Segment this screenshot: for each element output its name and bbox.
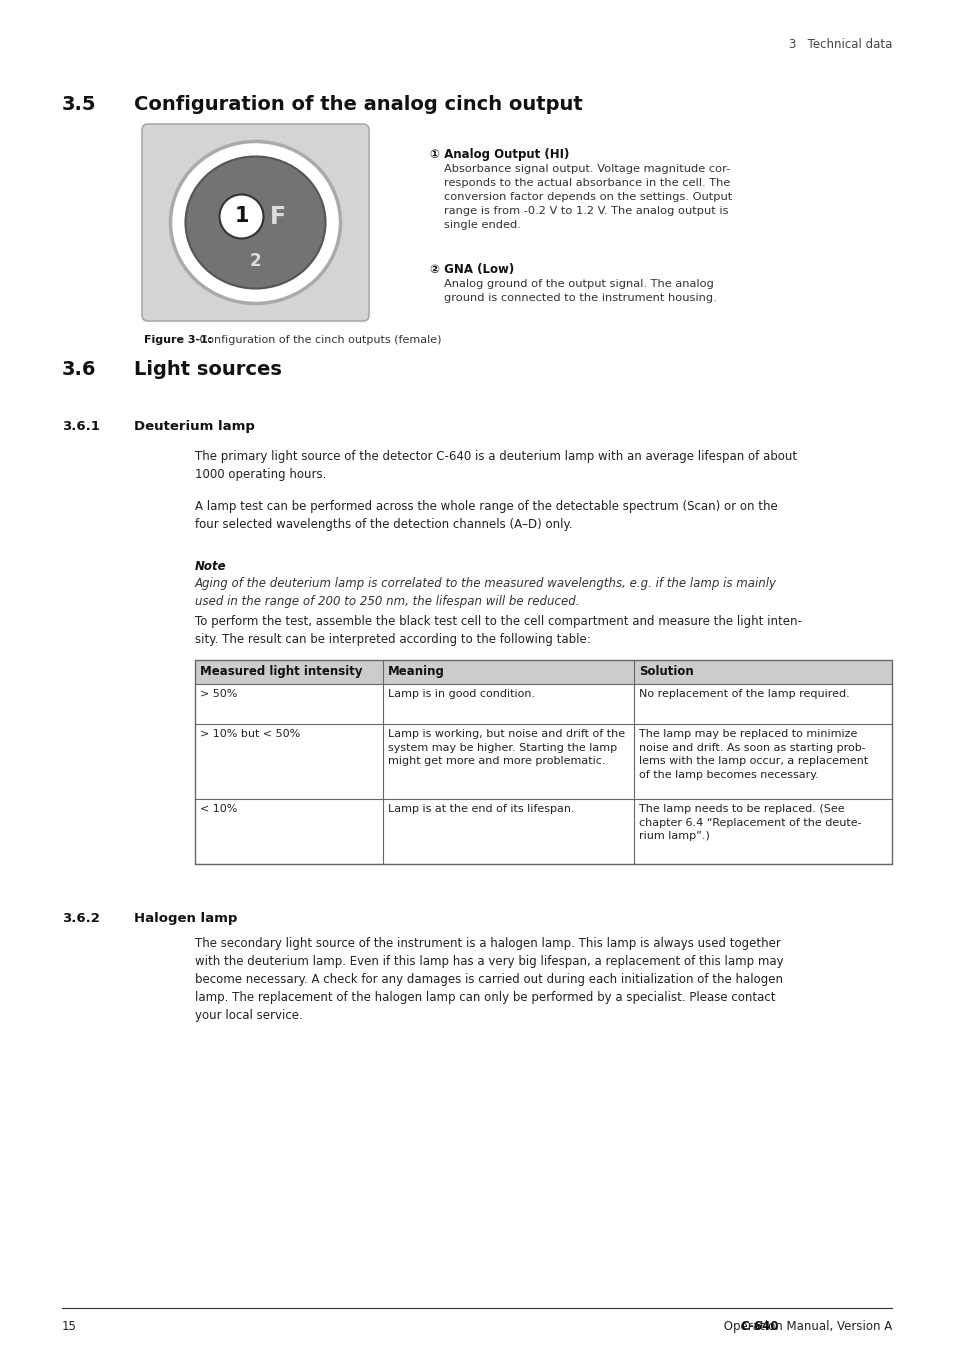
Text: > 10% but < 50%: > 10% but < 50% bbox=[200, 729, 300, 738]
Text: 3   Technical data: 3 Technical data bbox=[788, 38, 891, 51]
Text: < 10%: < 10% bbox=[200, 805, 237, 814]
Text: F: F bbox=[269, 204, 285, 228]
Ellipse shape bbox=[171, 142, 340, 304]
Bar bbox=[194, 799, 891, 864]
Text: ① Analog Output (HI): ① Analog Output (HI) bbox=[430, 148, 569, 161]
Text: 3.6.1: 3.6.1 bbox=[62, 420, 100, 433]
Text: The lamp needs to be replaced. (See
chapter 6.4 “Replacement of the deute-
rium : The lamp needs to be replaced. (See chap… bbox=[639, 805, 861, 841]
Text: To perform the test, assemble the black test cell to the cell compartment and me: To perform the test, assemble the black … bbox=[194, 616, 801, 647]
Text: Lamp is working, but noise and drift of the
system may be higher. Starting the l: Lamp is working, but noise and drift of … bbox=[388, 729, 624, 767]
Text: 3.5: 3.5 bbox=[62, 95, 96, 113]
Text: C-640: C-640 bbox=[740, 1320, 778, 1332]
Text: 3.6.2: 3.6.2 bbox=[62, 913, 100, 925]
Bar bbox=[194, 724, 891, 799]
Text: 1: 1 bbox=[234, 207, 249, 227]
Text: Meaning: Meaning bbox=[388, 666, 445, 678]
Text: Operation Manual, Version A: Operation Manual, Version A bbox=[719, 1320, 891, 1332]
Bar bbox=[194, 660, 891, 684]
Text: 3.6: 3.6 bbox=[62, 360, 96, 379]
Ellipse shape bbox=[185, 157, 325, 289]
Text: Light sources: Light sources bbox=[133, 360, 281, 379]
Bar bbox=[194, 660, 891, 864]
Text: A lamp test can be performed across the whole range of the detectable spectrum (: A lamp test can be performed across the … bbox=[194, 500, 777, 531]
Text: Aging of the deuterium lamp is correlated to the measured wavelengths, e.g. if t: Aging of the deuterium lamp is correlate… bbox=[194, 576, 776, 608]
Text: Solution: Solution bbox=[639, 666, 693, 678]
Text: Measured light intensity: Measured light intensity bbox=[200, 666, 362, 678]
Text: Configuration of the cinch outputs (female): Configuration of the cinch outputs (fema… bbox=[195, 335, 441, 346]
Text: No replacement of the lamp required.: No replacement of the lamp required. bbox=[639, 688, 849, 699]
Text: ② GNA (Low): ② GNA (Low) bbox=[430, 263, 514, 275]
Text: The secondary light source of the instrument is a halogen lamp. This lamp is alw: The secondary light source of the instru… bbox=[194, 937, 782, 1022]
Bar bbox=[194, 684, 891, 724]
Text: Deuterium lamp: Deuterium lamp bbox=[133, 420, 254, 433]
Text: > 50%: > 50% bbox=[200, 688, 237, 699]
Text: Configuration of the analog cinch output: Configuration of the analog cinch output bbox=[133, 95, 582, 113]
FancyBboxPatch shape bbox=[142, 124, 369, 321]
Text: 15: 15 bbox=[62, 1320, 77, 1332]
Text: Lamp is at the end of its lifespan.: Lamp is at the end of its lifespan. bbox=[388, 805, 575, 814]
Text: Analog ground of the output signal. The analog
ground is connected to the instru: Analog ground of the output signal. The … bbox=[443, 279, 716, 302]
Text: Figure 3-1:: Figure 3-1: bbox=[144, 335, 213, 346]
Circle shape bbox=[219, 194, 263, 239]
Text: The primary light source of the detector C-640 is a deuterium lamp with an avera: The primary light source of the detector… bbox=[194, 450, 797, 481]
Text: Halogen lamp: Halogen lamp bbox=[133, 913, 237, 925]
Text: Note: Note bbox=[194, 560, 227, 572]
Text: 2: 2 bbox=[250, 251, 261, 270]
Text: Lamp is in good condition.: Lamp is in good condition. bbox=[388, 688, 535, 699]
Text: The lamp may be replaced to minimize
noise and drift. As soon as starting prob-
: The lamp may be replaced to minimize noi… bbox=[639, 729, 867, 780]
Text: Absorbance signal output. Voltage magnitude cor-
responds to the actual absorban: Absorbance signal output. Voltage magnit… bbox=[443, 163, 732, 230]
